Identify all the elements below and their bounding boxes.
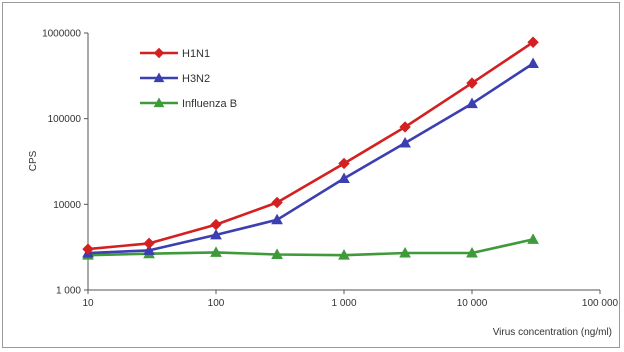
x-tick-label: 1 000 [331, 298, 356, 309]
series-line-h3n2 [86, 62, 535, 255]
legend-item-h3n2: H3N2 [140, 72, 210, 85]
data-point-h1n1 [338, 157, 350, 170]
data-point-h1n1 [82, 243, 94, 255]
legend-label: Influenza B [182, 98, 237, 110]
y-tick-label: 1 000 [56, 286, 81, 297]
data-point-h3n2 [466, 97, 478, 109]
legend: H1N1 H3N2 Influenza B [140, 47, 237, 110]
y-axis-title: CPS [28, 150, 39, 171]
legend-item-h1n1: H1N1 [140, 47, 210, 60]
series-layer [82, 36, 539, 260]
data-point-h3n2 [338, 172, 350, 184]
data-point-influenza-b [466, 247, 478, 258]
legend-marker [153, 97, 165, 108]
data-point-h1n1 [271, 196, 283, 209]
y-ticks: 1 000 10000 100000 1000000 [42, 29, 88, 297]
legend-label: H1N1 [182, 48, 210, 60]
data-point-h1n1 [527, 36, 539, 48]
series-h3n2 [82, 57, 539, 258]
series-line-h1n1 [86, 40, 535, 251]
data-point-h3n2 [143, 244, 155, 255]
y-tick-label: 1000000 [42, 29, 81, 40]
series-h1n1 [82, 36, 539, 255]
data-point-influenza-b [338, 249, 350, 260]
legend-item-influenza-b: Influenza B [140, 97, 237, 110]
legend-marker [153, 47, 165, 59]
x-tick-label: 10 [82, 298, 94, 309]
x-tick-label: 100 000 [582, 298, 619, 309]
y-tick-label: 100000 [48, 114, 82, 125]
legend-marker [153, 72, 165, 83]
data-point-influenza-b [399, 247, 411, 258]
y-tick-label: 10000 [53, 200, 81, 211]
x-tick-label: 100 [208, 298, 225, 309]
data-point-h1n1 [210, 218, 222, 231]
legend-label: H3N2 [182, 73, 210, 85]
data-point-h3n2 [527, 57, 539, 69]
data-point-h3n2 [210, 228, 222, 240]
data-point-h1n1 [143, 237, 155, 250]
x-tick-label: 10 000 [457, 298, 488, 309]
data-point-h3n2 [399, 136, 411, 148]
series-line-influenza-b [86, 238, 535, 257]
data-point-h1n1 [399, 121, 411, 133]
data-point-h3n2 [271, 213, 283, 225]
data-point-influenza-b [271, 248, 283, 259]
data-point-influenza-b [527, 233, 539, 244]
x-ticks: 10 100 1 000 10 000 100 000 [82, 290, 619, 309]
x-axis-title: Virus concentration (ng/ml) [493, 327, 612, 338]
data-point-h1n1 [466, 77, 478, 89]
data-point-influenza-b [210, 246, 222, 257]
